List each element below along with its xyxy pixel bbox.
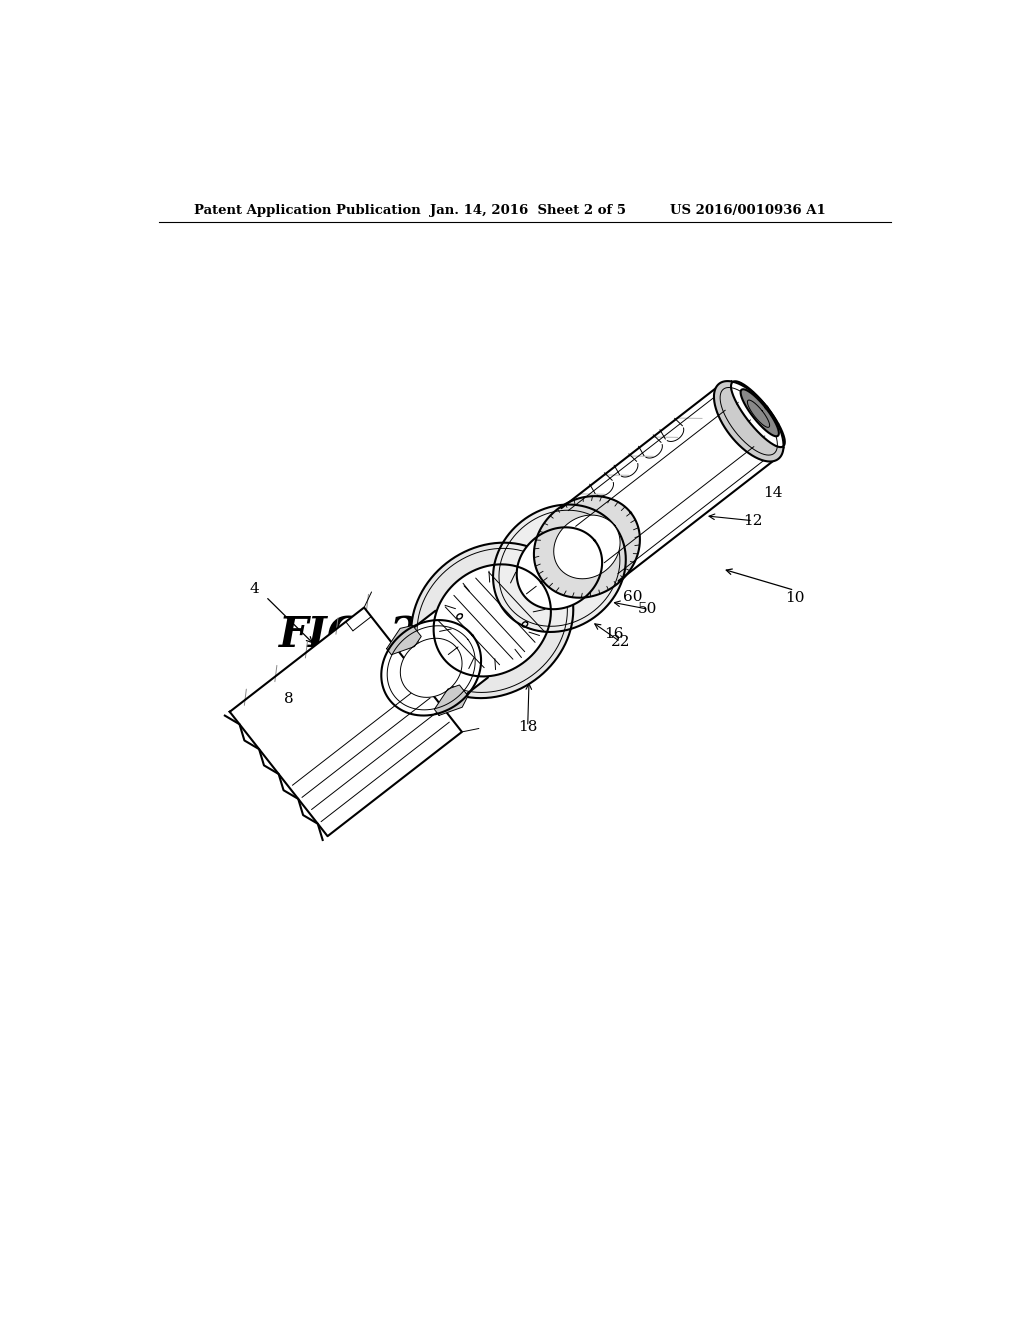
Text: 10: 10 (784, 591, 804, 605)
Polygon shape (740, 389, 779, 437)
Polygon shape (433, 565, 551, 676)
Text: 14: 14 (764, 486, 783, 500)
Text: 18: 18 (518, 719, 538, 734)
Polygon shape (412, 543, 573, 698)
Polygon shape (400, 639, 462, 697)
Polygon shape (381, 620, 481, 715)
Text: 50: 50 (638, 602, 657, 616)
Text: 16: 16 (604, 627, 624, 642)
Polygon shape (554, 515, 621, 578)
Text: US 2016/0010936 A1: US 2016/0010936 A1 (671, 205, 826, 218)
Polygon shape (229, 607, 462, 836)
Text: 12: 12 (743, 513, 763, 528)
Text: 22: 22 (610, 635, 630, 649)
Polygon shape (387, 626, 421, 655)
Text: 4: 4 (249, 582, 259, 595)
Polygon shape (561, 389, 771, 581)
Polygon shape (493, 504, 626, 632)
Polygon shape (434, 685, 468, 715)
Polygon shape (731, 381, 784, 447)
Text: 8: 8 (285, 692, 294, 706)
Text: Jan. 14, 2016  Sheet 2 of 5: Jan. 14, 2016 Sheet 2 of 5 (430, 205, 627, 218)
Text: Patent Application Publication: Patent Application Publication (194, 205, 421, 218)
Polygon shape (714, 381, 783, 462)
Text: 60: 60 (623, 590, 642, 605)
Polygon shape (517, 527, 602, 610)
Polygon shape (534, 496, 640, 598)
Text: FIG. 2: FIG. 2 (280, 615, 420, 657)
Polygon shape (393, 606, 494, 710)
